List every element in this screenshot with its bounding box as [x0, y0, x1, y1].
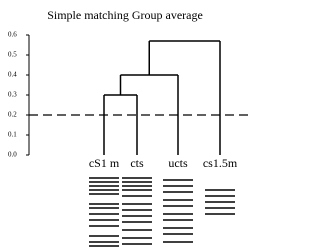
- y-tick-label: 0.2: [8, 111, 17, 119]
- leaf-label: cS1 m: [89, 156, 120, 170]
- leaf-label: ucts: [168, 156, 188, 170]
- y-tick-label: 0.6: [8, 31, 17, 39]
- chart: Simple matching Group average 0.0 0.1 0.2 0…: [0, 0, 251, 252]
- y-tick-label: 0.3: [8, 91, 17, 99]
- y-tick-label: 0.4: [8, 71, 17, 79]
- leaf-label: cs1.5m: [203, 156, 238, 170]
- leaf-label: cts: [130, 156, 144, 170]
- y-tick-label: 0.5: [8, 51, 17, 59]
- y-tick-label: 0.0: [8, 151, 17, 159]
- y-tick-label: 0.1: [8, 131, 17, 139]
- chart-title: Simple matching Group average: [47, 8, 203, 22]
